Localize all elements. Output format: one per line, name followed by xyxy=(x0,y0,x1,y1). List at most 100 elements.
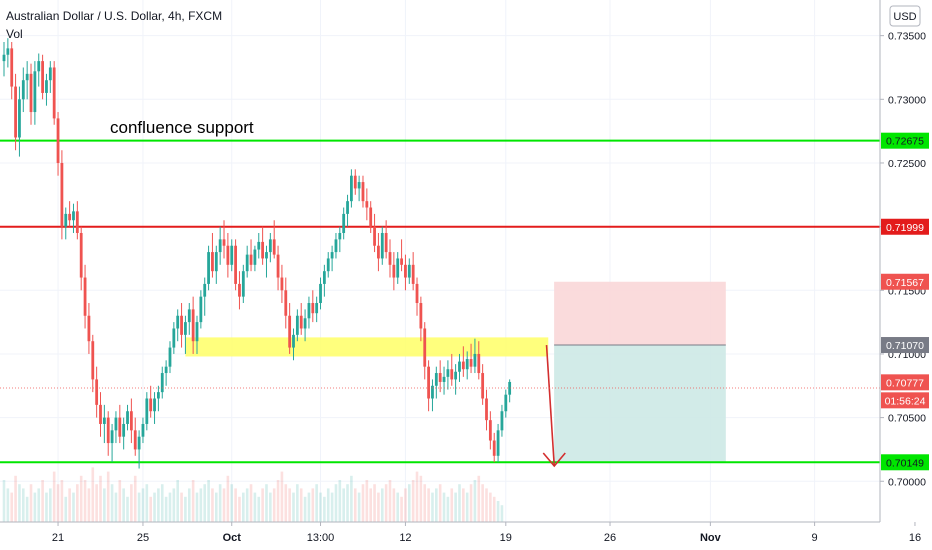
volume-bar xyxy=(52,471,56,522)
arrow-head[interactable] xyxy=(542,452,566,468)
horizontal-lines[interactable] xyxy=(0,139,880,464)
take-profit-zone[interactable] xyxy=(554,345,726,463)
volume-bar xyxy=(292,492,295,522)
volume-bar xyxy=(462,488,465,522)
volume-bar xyxy=(261,488,264,522)
volume-bar xyxy=(469,484,473,522)
currency-button[interactable] xyxy=(889,5,921,27)
volume-bar xyxy=(137,492,141,522)
time-tick-label: 13:00 xyxy=(307,532,335,544)
countdown-badge xyxy=(881,392,929,409)
volume-bar xyxy=(191,480,195,522)
arrow-shaft[interactable] xyxy=(545,344,556,467)
volume-bar xyxy=(203,484,207,522)
time-tick-label: 9 xyxy=(812,532,818,544)
forecast-arrow[interactable] xyxy=(542,344,566,468)
time-tick-label: 26 xyxy=(604,532,616,544)
candle-body xyxy=(10,48,14,87)
candle-body xyxy=(79,232,83,278)
volume-bar xyxy=(357,492,361,522)
volume-bar xyxy=(133,475,137,522)
candle-body xyxy=(504,394,508,412)
label-last-price-text: 0.70777 xyxy=(886,377,924,389)
volume-bar xyxy=(207,480,210,522)
candle-body xyxy=(91,341,95,380)
candle-body xyxy=(431,385,434,399)
candle-body xyxy=(392,264,396,278)
candle-body xyxy=(226,245,230,265)
candle-body xyxy=(427,366,430,399)
candle-body xyxy=(338,232,342,240)
time-axis[interactable] xyxy=(0,522,880,550)
candle-body xyxy=(473,353,477,367)
candle-body xyxy=(438,373,442,382)
volume-bar xyxy=(481,484,484,522)
candle-body xyxy=(176,315,180,329)
yellow-zone[interactable] xyxy=(185,337,549,357)
volume-bar xyxy=(184,496,187,522)
volume-bar xyxy=(130,484,133,522)
candle-body xyxy=(52,67,56,119)
label-resistance-mid-badge xyxy=(881,218,929,235)
time-tick-label: Nov xyxy=(700,532,722,544)
candle-body xyxy=(133,430,137,450)
candle-body xyxy=(172,328,176,348)
volume-bar xyxy=(18,484,21,522)
candle-body xyxy=(388,252,392,265)
drawing-zones[interactable] xyxy=(185,281,726,463)
candle-body xyxy=(272,239,276,255)
candle-body xyxy=(238,283,241,297)
volume-bar xyxy=(388,480,392,522)
volume-bar xyxy=(346,484,349,522)
currency-button-label: USD xyxy=(893,11,916,23)
candle-body xyxy=(442,376,446,382)
candle-body xyxy=(48,67,52,81)
price-tick-label: 0.73000 xyxy=(888,94,926,106)
candle-body xyxy=(41,61,44,93)
candle-body xyxy=(488,420,492,441)
volume-bar xyxy=(45,492,48,522)
volume-bar xyxy=(153,492,156,522)
candle-body xyxy=(230,245,234,265)
volume-bar xyxy=(438,484,442,522)
volume-bar xyxy=(76,484,79,522)
candle-body xyxy=(160,373,164,393)
volume-bar xyxy=(126,496,129,522)
price-tick-label: 0.73500 xyxy=(888,31,926,43)
price-axis-labels: 0.72675 0.71999 0.70149 0.71567 0.71070 0.707… xyxy=(881,132,929,471)
volume-bar xyxy=(114,492,118,522)
volume-bar xyxy=(492,496,496,522)
volume-bar xyxy=(342,488,345,522)
label-stop-price-text: 0.71567 xyxy=(886,277,924,289)
time-tick-label: 21 xyxy=(52,532,64,544)
confluence-annotation[interactable]: confluence support xyxy=(110,118,254,137)
candle-body xyxy=(458,361,461,372)
stop-loss-zone[interactable] xyxy=(554,281,726,346)
candle-body xyxy=(265,252,268,259)
candle-body xyxy=(369,207,373,227)
candle-body xyxy=(102,417,106,424)
candle-body xyxy=(496,430,500,456)
indicator-label: Vol xyxy=(6,27,23,41)
volume-bar xyxy=(284,484,288,522)
candle-body xyxy=(411,264,415,284)
price-axis[interactable] xyxy=(880,0,932,522)
volume-bar xyxy=(253,492,257,522)
candle-body xyxy=(276,254,280,278)
volume-bar xyxy=(350,475,353,522)
candle-body xyxy=(292,334,295,348)
candle-body xyxy=(346,201,349,214)
candle-body xyxy=(83,277,87,316)
candle-body xyxy=(415,283,419,304)
volume-bar xyxy=(91,467,95,522)
volume-bar xyxy=(95,484,98,522)
candle-body xyxy=(29,73,33,113)
time-tick-label: Oct xyxy=(223,532,242,544)
volume-bar xyxy=(33,492,37,522)
candle-body xyxy=(307,303,311,319)
volume-bar xyxy=(164,496,168,522)
candle-body xyxy=(373,226,376,246)
candle-body xyxy=(461,361,465,370)
candle-body xyxy=(330,252,334,259)
